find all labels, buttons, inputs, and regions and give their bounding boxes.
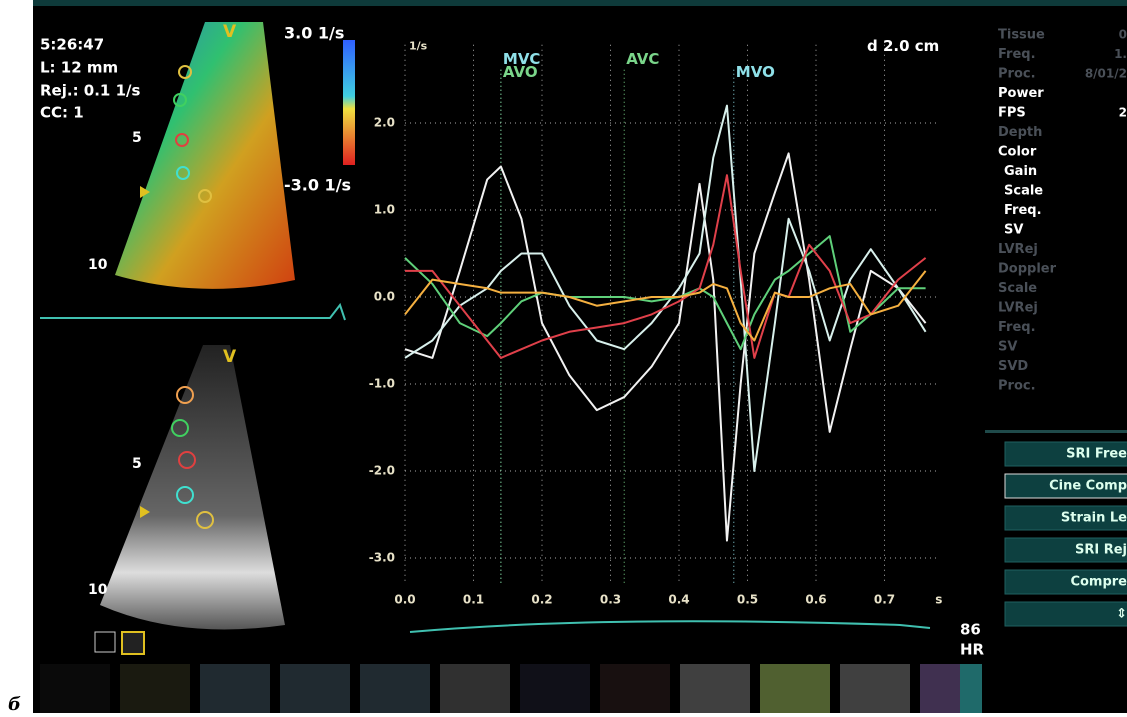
setting-value: 8/01/2 xyxy=(1085,67,1127,81)
length: L: 12 mm xyxy=(40,59,118,77)
setting-name: Color xyxy=(998,145,1037,160)
setting-name: SVD xyxy=(998,359,1028,374)
depth-label: 10 xyxy=(88,257,108,273)
x-tick-label: 0.4 xyxy=(668,593,689,607)
button-label[interactable]: SRI Free xyxy=(1066,447,1127,462)
x-tick-label: 0.2 xyxy=(531,593,552,607)
y-tick-label: -1.0 xyxy=(369,377,395,391)
setting-name: Freq. xyxy=(998,320,1036,335)
panel-divider xyxy=(985,430,1127,433)
setting-name: SV xyxy=(998,340,1017,355)
x-tick-label: 0.3 xyxy=(600,593,621,607)
depth-label: 10 xyxy=(88,582,108,598)
setting-value: 1. xyxy=(1114,47,1127,61)
setting-name: Depth xyxy=(998,125,1042,140)
x-tick-label: 0.6 xyxy=(805,593,826,607)
setting-value: 2 xyxy=(1119,106,1127,120)
setting-name: SV xyxy=(1004,223,1023,238)
scale-top: 3.0 1/s xyxy=(284,24,344,43)
depth-label: 5 xyxy=(132,456,142,472)
y-tick-label: 0.0 xyxy=(374,290,395,304)
hr-label: HR xyxy=(960,641,985,659)
button[interactable] xyxy=(1005,602,1127,626)
time: 5:26:47 xyxy=(40,36,104,54)
x-unit: s xyxy=(935,593,942,607)
button-label[interactable]: Cine Comp xyxy=(1049,479,1127,494)
setting-name: FPS xyxy=(998,106,1026,121)
x-tick-label: 0.1 xyxy=(463,593,484,607)
rejection: Rej.: 0.1 1/s xyxy=(40,82,140,100)
setting-name: Tissue xyxy=(998,28,1045,43)
top-bar xyxy=(33,0,1127,6)
event-label: MVO xyxy=(736,63,775,81)
heart-rate: 86 xyxy=(960,621,981,639)
depth-label: 5 xyxy=(132,130,142,146)
button-label[interactable]: ⇕ xyxy=(1116,607,1127,622)
button-label[interactable]: SRI Rej xyxy=(1075,543,1127,558)
y-tick-label: 2.0 xyxy=(374,116,395,130)
tool-icon[interactable] xyxy=(122,632,144,654)
button-label[interactable]: Strain Le xyxy=(1061,511,1127,526)
x-tick-label: 0.5 xyxy=(737,593,758,607)
view-label: V xyxy=(223,347,237,367)
setting-name: LVRej xyxy=(998,242,1038,257)
setting-name: Gain xyxy=(1004,164,1037,179)
caption: б xyxy=(8,694,21,713)
page: 5:26:47 L: 12 mm Rej.: 0.1 1/s CC: 1 V V… xyxy=(0,0,1127,713)
setting-name: Proc. xyxy=(998,67,1036,82)
setting-name: Freq. xyxy=(1004,203,1042,218)
x-tick-label: 0.7 xyxy=(874,593,895,607)
setting-name: LVRej xyxy=(998,301,1038,316)
x-tick-label: 0.0 xyxy=(394,593,415,607)
y-unit: 1/s xyxy=(409,40,428,53)
screen: 5:26:47 L: 12 mm Rej.: 0.1 1/s CC: 1 V V… xyxy=(0,0,1127,713)
setting-name: Scale xyxy=(1004,184,1043,199)
setting-name: Scale xyxy=(998,281,1037,296)
distance: d 2.0 cm xyxy=(867,37,939,55)
setting-value: 0 xyxy=(1119,28,1127,42)
view-label: V xyxy=(223,22,237,42)
event-label: AVO xyxy=(503,63,538,81)
scale-bottom: -3.0 1/s xyxy=(284,176,351,195)
setting-name: Doppler xyxy=(998,262,1057,277)
event-label: AVC xyxy=(626,50,659,68)
setting-name: Power xyxy=(998,86,1044,101)
color-bar xyxy=(343,40,355,165)
y-tick-label: -3.0 xyxy=(369,551,395,565)
setting-name: Freq. xyxy=(998,47,1036,62)
y-tick-label: -2.0 xyxy=(369,464,395,478)
cc: CC: 1 xyxy=(40,104,84,122)
setting-name: Proc. xyxy=(998,379,1036,394)
y-tick-label: 1.0 xyxy=(374,203,395,217)
button-label[interactable]: Compre xyxy=(1070,575,1127,590)
